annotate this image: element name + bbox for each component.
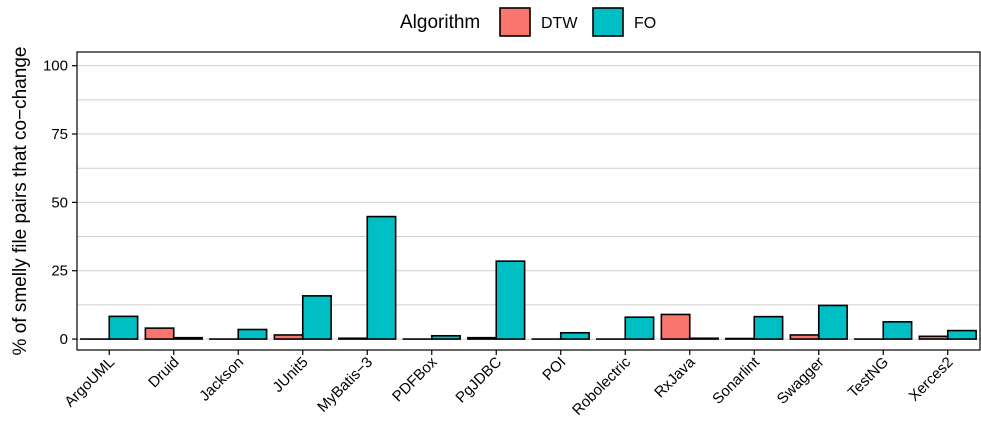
bar-dtw-13 <box>918 335 949 340</box>
x-category-label: MyBatis−3 <box>314 354 376 416</box>
bar-fo-0 <box>108 315 139 340</box>
x-category-label: Xerces2 <box>906 354 957 405</box>
x-category-label: RxJava <box>651 353 699 401</box>
bar-dtw-9 <box>660 313 691 340</box>
x-category-label: Druid <box>145 354 182 391</box>
x-category-label: Swagger <box>774 354 828 408</box>
gridlines <box>77 65 980 340</box>
bar-dtw-4 <box>338 337 369 340</box>
bar-dtw-6 <box>467 336 498 340</box>
bar-fo-7 <box>559 331 590 340</box>
x-category-label: POI <box>539 354 569 384</box>
legend-title: Algorithm <box>400 12 480 33</box>
x-category-label: Robolectric <box>569 353 634 418</box>
bar-fo-8 <box>624 316 655 340</box>
legend: Algorithm DTW FO <box>400 7 656 37</box>
bar-dtw-3 <box>273 334 304 340</box>
bar-fo-13 <box>946 329 977 340</box>
bar-dtw-1 <box>144 327 175 340</box>
bar-fo-4 <box>366 215 397 340</box>
x-axis: ArgoUML Druid Jackson JUnit5 MyBatis−3 PDFBox… <box>61 350 957 419</box>
bar-dtw-10 <box>725 337 756 340</box>
bar-fo-2 <box>237 328 268 340</box>
y-tick-label: 0 <box>60 331 68 348</box>
bar-fo-10 <box>753 315 784 340</box>
legend-swatch-fo <box>592 7 624 37</box>
bar-fo-6 <box>495 260 526 340</box>
x-category-label: PDFBox <box>389 353 441 405</box>
bar-fo-3 <box>301 295 332 340</box>
plot-border <box>76 51 981 351</box>
y-tick-label: 25 <box>51 263 68 280</box>
legend-label-fo: FO <box>634 15 656 32</box>
legend-swatch-dtw <box>499 7 531 37</box>
y-tick-label: 50 <box>51 194 68 211</box>
bar-fo-12 <box>882 321 913 340</box>
bar-fo-5 <box>430 334 461 340</box>
x-category-label: TestNG <box>845 354 892 401</box>
bar-fo-11 <box>817 304 848 340</box>
bar-fo-9 <box>688 337 719 340</box>
legend-label-dtw: DTW <box>541 15 578 32</box>
bar-dtw-11 <box>789 334 820 340</box>
y-tick-label: 100 <box>43 58 68 75</box>
bar-fo-1 <box>172 336 203 340</box>
y-tick-label: 75 <box>51 126 68 143</box>
x-category-label: JUnit5 <box>269 354 311 396</box>
bars <box>80 215 977 340</box>
x-category-label: PgJDBC <box>452 354 505 407</box>
x-category-label: Jackson <box>196 354 247 405</box>
y-axis: 0 25 50 75 100 <box>43 58 77 348</box>
y-axis-title: % of smelly file pairs that co−change <box>10 47 31 356</box>
x-category-label: Sonarlint <box>709 353 763 407</box>
x-category-label: ArgoUML <box>61 354 118 411</box>
